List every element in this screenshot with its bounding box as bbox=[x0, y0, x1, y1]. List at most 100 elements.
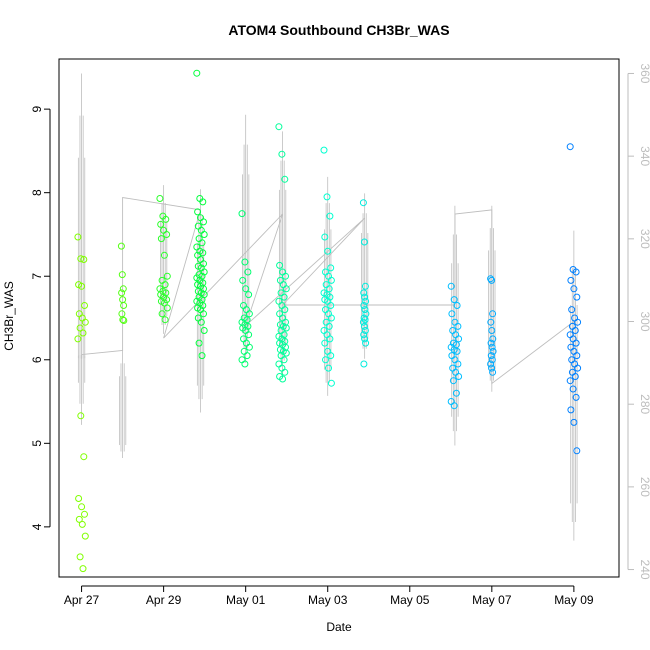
data-point bbox=[275, 123, 283, 131]
y-tick-label-right: 320 bbox=[638, 229, 650, 249]
data-point bbox=[282, 285, 290, 293]
data-point bbox=[320, 146, 328, 154]
data-point bbox=[280, 293, 288, 301]
data-point bbox=[450, 296, 458, 304]
data-point bbox=[322, 356, 329, 364]
secondary-trace-layer bbox=[77, 73, 578, 541]
data-point bbox=[245, 331, 253, 339]
data-point bbox=[245, 343, 253, 351]
data-point bbox=[81, 510, 88, 518]
data-point bbox=[75, 515, 83, 523]
data-point bbox=[360, 360, 368, 368]
data-point bbox=[239, 276, 247, 284]
data-point bbox=[361, 293, 369, 301]
data-point bbox=[487, 275, 495, 283]
y-tick-label-left: 4 bbox=[30, 523, 44, 530]
data-point bbox=[325, 285, 333, 293]
data-point bbox=[157, 220, 165, 228]
data-point bbox=[360, 331, 368, 339]
data-point bbox=[570, 418, 578, 426]
axes-layer: 4 5 6 7 8 9 240 260 280 300 320 340 360 Apr 27 Apr 29 M… bbox=[30, 63, 650, 607]
data-point bbox=[488, 343, 496, 351]
data-point bbox=[488, 327, 496, 334]
data-point bbox=[327, 379, 335, 387]
data-point bbox=[362, 339, 370, 347]
data-point bbox=[327, 302, 335, 309]
data-point bbox=[360, 289, 368, 297]
data-point bbox=[566, 143, 574, 151]
data-point bbox=[80, 256, 88, 263]
data-point bbox=[118, 271, 126, 279]
data-point bbox=[489, 310, 497, 318]
data-point bbox=[278, 150, 286, 158]
data-point bbox=[74, 233, 82, 241]
y-tick-label-left: 6 bbox=[30, 356, 44, 363]
data-point bbox=[281, 175, 289, 183]
chart-title: ATOM4 Southbound CH3Br_WAS bbox=[228, 22, 449, 38]
data-point bbox=[77, 255, 85, 263]
data-point bbox=[75, 495, 83, 502]
data-point bbox=[572, 339, 580, 347]
data-point bbox=[360, 302, 368, 309]
data-point bbox=[118, 310, 126, 318]
data-point bbox=[449, 377, 457, 385]
data-point bbox=[487, 318, 495, 326]
data-point bbox=[572, 268, 580, 276]
data-point bbox=[571, 327, 579, 334]
data-point bbox=[447, 282, 455, 290]
data-point bbox=[454, 322, 462, 330]
data-point bbox=[163, 304, 171, 312]
data-point bbox=[487, 339, 495, 347]
data-point bbox=[244, 268, 252, 276]
data-point bbox=[455, 335, 463, 343]
data-point bbox=[360, 314, 368, 322]
data-point bbox=[156, 195, 164, 202]
data-point bbox=[195, 339, 203, 347]
data-point bbox=[361, 282, 369, 290]
data-point bbox=[160, 299, 168, 307]
data-point bbox=[119, 316, 127, 324]
data-point bbox=[327, 314, 335, 322]
data-point bbox=[452, 389, 460, 397]
y-axis-title: CH3Br_WAS bbox=[2, 281, 16, 351]
data-point bbox=[200, 218, 207, 226]
data-point bbox=[281, 306, 289, 314]
data-point bbox=[572, 393, 580, 401]
data-point bbox=[278, 364, 286, 372]
data-point bbox=[454, 360, 462, 368]
data-point bbox=[489, 347, 497, 355]
data-point bbox=[276, 261, 284, 269]
data-point bbox=[118, 289, 126, 297]
data-point bbox=[360, 238, 368, 246]
data-point bbox=[360, 322, 368, 330]
data-point bbox=[77, 412, 85, 420]
data-point bbox=[574, 318, 582, 326]
data-point bbox=[245, 310, 253, 318]
data-point bbox=[327, 276, 335, 284]
data-point bbox=[321, 339, 329, 347]
data-point bbox=[79, 565, 87, 573]
data-point bbox=[566, 377, 574, 385]
data-point bbox=[238, 356, 246, 364]
data-point bbox=[570, 285, 578, 293]
data-point bbox=[326, 212, 334, 220]
data-point bbox=[242, 285, 250, 293]
data-point bbox=[238, 210, 246, 218]
data-point bbox=[161, 316, 169, 324]
data-point bbox=[200, 231, 208, 238]
y-tick-label-left: 7 bbox=[30, 273, 44, 280]
data-point bbox=[76, 324, 84, 332]
data-point bbox=[568, 306, 576, 314]
data-point bbox=[359, 318, 367, 326]
x-tick-label: May 05 bbox=[390, 593, 430, 607]
data-point bbox=[448, 310, 456, 318]
data-point bbox=[362, 297, 370, 305]
data-point bbox=[117, 242, 125, 250]
x-tick-label: May 03 bbox=[308, 593, 348, 607]
data-point bbox=[569, 385, 577, 393]
x-tick-label: Apr 29 bbox=[146, 593, 182, 607]
data-point bbox=[81, 532, 89, 540]
data-point bbox=[120, 317, 128, 324]
y-tick-label-left: 5 bbox=[30, 440, 44, 447]
